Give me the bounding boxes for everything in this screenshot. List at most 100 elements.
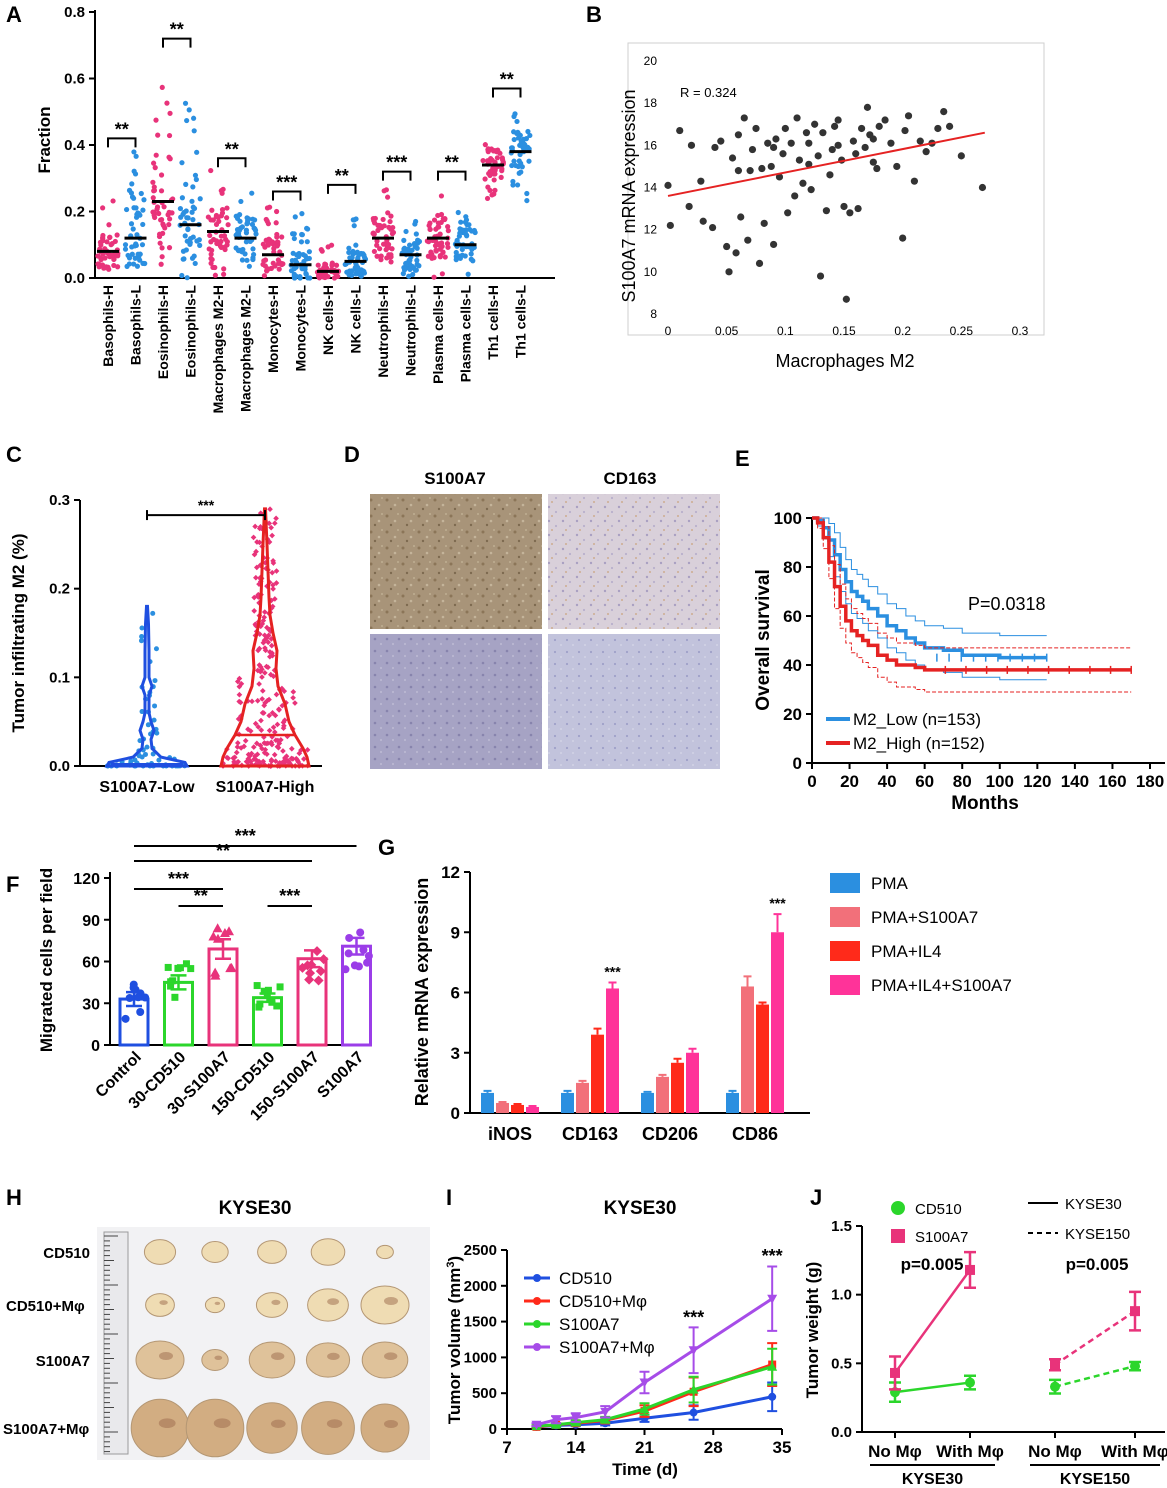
a-point [189,209,195,215]
a-point [207,232,213,239]
a-xtick-label: Plasma cells-L [458,285,474,383]
f-point [264,986,272,994]
c-point [252,720,259,727]
h-row-label: CD510 [43,1245,90,1262]
a-point [141,197,147,203]
a-sig-label: ** [225,139,239,159]
j-group-label: KYSE30 [902,1471,963,1488]
g-errorbar [498,1100,507,1103]
a-point [124,263,130,269]
a-point [431,217,438,223]
b-point [717,137,725,145]
panel-b-frame [627,42,1045,336]
a-point [518,160,524,166]
i-marker [768,1392,777,1401]
a-point [243,227,250,233]
a-point [208,255,214,262]
c-point [260,639,267,646]
f-point [167,978,175,986]
a-xtick-label: NK cells-H [320,285,336,355]
a-point [274,243,280,249]
a-point [482,176,488,182]
a-point [161,204,167,210]
b-point [734,167,743,175]
a-sig-bracket [492,87,522,98]
f-point [136,1007,145,1016]
a-ytick-label: 0.6 [64,71,85,88]
a-sig-label: *** [276,173,297,193]
a-point [335,273,341,280]
a-point [305,275,311,281]
b-point [887,139,895,147]
panel-c: C Tumor infiltrating M2 (%) 0.0 0.1 0.2 0.3… [6,442,322,796]
a-point [442,254,448,260]
a-point [378,253,384,259]
a-point [409,247,415,253]
a-point [401,237,407,243]
b-point [666,221,674,230]
a-point [104,239,110,245]
a-point [125,252,131,259]
b-point [787,139,795,147]
a-point [435,220,442,226]
a-point [291,235,297,242]
a-point [151,160,157,166]
c-point [145,722,151,728]
c-point [151,717,157,723]
c-point [272,758,279,765]
c-point [285,758,292,764]
a-point [107,234,113,241]
e-xtick-label: 100 [986,772,1014,791]
c-point [290,689,297,695]
a-point [158,188,165,194]
panel-b-xlabel: Macrophages M2 [775,351,914,371]
b-ytick-label: 12 [644,223,658,237]
c-ytick-label: 0.1 [49,669,70,686]
a-point [191,128,197,134]
a-point [388,213,394,219]
tumor [135,1340,185,1380]
g-errorbar [563,1089,572,1093]
f-bar [163,980,194,1047]
f-point [268,998,276,1006]
a-point [138,190,144,197]
a-point [135,210,141,216]
b-xtick-label: 0.3 [1012,324,1029,338]
tumor [201,1241,229,1263]
a-point [380,216,386,223]
c-point [274,721,281,728]
c-point [264,740,271,747]
g-sig-label: *** [604,963,621,979]
a-point [122,246,129,252]
a-point [462,230,469,236]
a-point [463,217,470,223]
a-point [298,239,305,245]
c-point [261,614,268,621]
a-point [511,158,517,164]
g-bar [606,988,619,1113]
a-point [455,209,461,216]
i-ytick-label: 0 [489,1421,497,1438]
a-point [190,216,196,223]
e-survival-curve [812,516,1132,672]
a-point [438,193,445,199]
panel-e-ylabel: Overall survival [753,569,774,711]
f-point [350,961,359,970]
b-point [873,164,881,173]
tumor [305,1342,351,1378]
c-point [290,694,296,701]
c-point [250,744,257,750]
a-point [435,224,441,230]
c-point [270,586,276,592]
b-point [881,116,889,124]
b-point [805,160,813,168]
a-point [157,240,163,246]
a-point [440,216,446,222]
b-xtick-label: 0.05 [715,324,739,338]
a-point [274,234,280,240]
f-point [306,959,317,970]
c-point [139,709,145,715]
a-point [299,211,305,217]
a-point [122,242,129,248]
b-point [814,152,822,160]
